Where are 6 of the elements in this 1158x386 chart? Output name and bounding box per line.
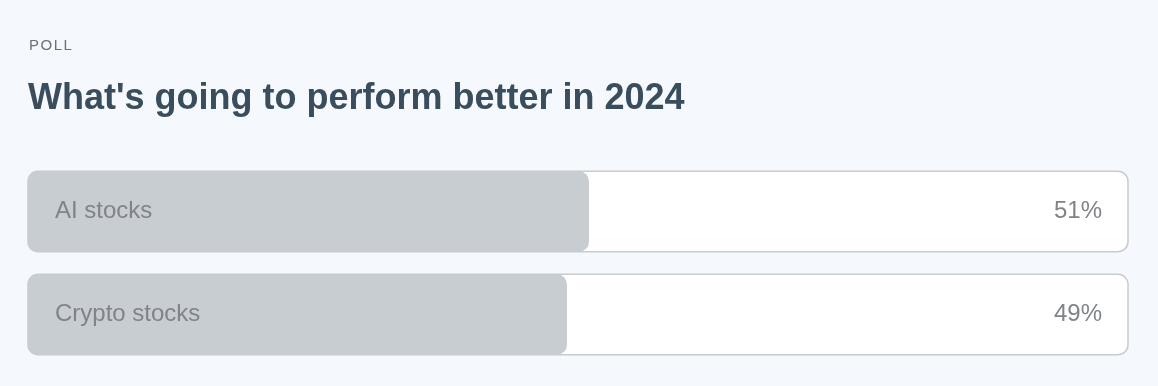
- data-label: 51%: [1053, 196, 1102, 224]
- chart-subtitle: POLL: [29, 36, 74, 53]
- data-label: 49%: [1053, 299, 1102, 327]
- y-tick-label: Crypto stocks: [55, 299, 201, 327]
- y-tick-label: AI stocks: [55, 196, 153, 224]
- chart-title: What's going to perform better in 2024: [28, 76, 685, 118]
